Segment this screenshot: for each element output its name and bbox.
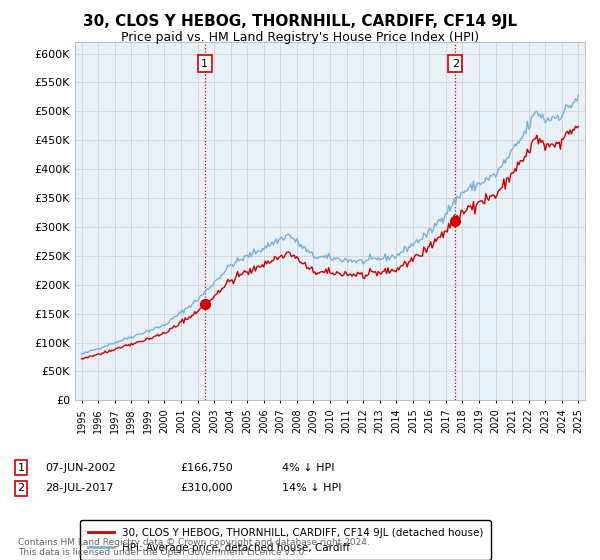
Text: Contains HM Land Registry data © Crown copyright and database right 2024.
This d: Contains HM Land Registry data © Crown c… xyxy=(18,538,370,557)
Text: £310,000: £310,000 xyxy=(180,483,233,493)
Text: 1: 1 xyxy=(202,58,208,68)
Text: 1: 1 xyxy=(17,463,25,473)
Text: 07-JUN-2002: 07-JUN-2002 xyxy=(45,463,116,473)
Text: 4% ↓ HPI: 4% ↓ HPI xyxy=(282,463,335,473)
Text: 2: 2 xyxy=(452,58,459,68)
Text: 14% ↓ HPI: 14% ↓ HPI xyxy=(282,483,341,493)
Legend: 30, CLOS Y HEBOG, THORNHILL, CARDIFF, CF14 9JL (detached house), HPI: Average pr: 30, CLOS Y HEBOG, THORNHILL, CARDIFF, CF… xyxy=(80,520,491,560)
Text: Price paid vs. HM Land Registry's House Price Index (HPI): Price paid vs. HM Land Registry's House … xyxy=(121,31,479,44)
Text: 30, CLOS Y HEBOG, THORNHILL, CARDIFF, CF14 9JL: 30, CLOS Y HEBOG, THORNHILL, CARDIFF, CF… xyxy=(83,14,517,29)
Text: £166,750: £166,750 xyxy=(180,463,233,473)
Text: 2: 2 xyxy=(17,483,25,493)
Text: 28-JUL-2017: 28-JUL-2017 xyxy=(45,483,113,493)
